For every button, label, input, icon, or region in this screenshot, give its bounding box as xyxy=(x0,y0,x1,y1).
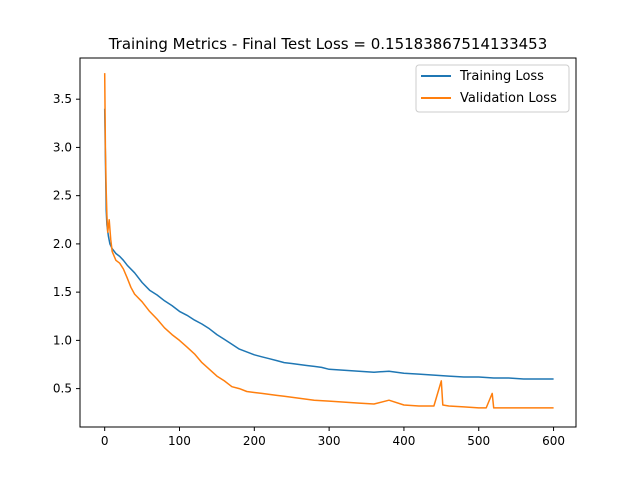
x-tick-label: 100 xyxy=(168,434,191,448)
chart-title: Training Metrics - Final Test Loss = 0.1… xyxy=(108,35,548,53)
y-tick-label: 1.0 xyxy=(53,333,72,347)
y-axis: 0.5 1.0 1.5 2.0 2.5 3.0 3.5 xyxy=(53,92,80,396)
y-tick-label: 2.0 xyxy=(53,237,72,251)
x-tick-label: 600 xyxy=(542,434,565,448)
series-line-training-loss xyxy=(103,108,554,380)
x-tick-label: 500 xyxy=(467,434,490,448)
y-tick-label: 2.5 xyxy=(53,189,72,203)
series-line-validation-loss xyxy=(103,73,554,409)
legend: Training Loss Validation Loss xyxy=(415,64,570,113)
x-tick-label: 400 xyxy=(392,434,415,448)
y-tick-label: 0.5 xyxy=(53,382,72,396)
y-tick-label: 3.5 xyxy=(53,92,72,106)
legend-box xyxy=(415,64,570,113)
x-axis: 0 100 200 300 400 500 600 xyxy=(101,427,565,448)
legend-label-validation-loss: Validation Loss xyxy=(460,91,557,106)
legend-label-training-loss: Training Loss xyxy=(459,69,544,84)
x-tick-label: 300 xyxy=(318,434,341,448)
x-tick-label: 200 xyxy=(243,434,266,448)
series-layer xyxy=(103,73,554,409)
axes-frame xyxy=(79,57,577,428)
x-tick-label: 0 xyxy=(101,434,109,448)
y-tick-label: 3.0 xyxy=(53,140,72,154)
y-tick-label: 1.5 xyxy=(53,285,72,299)
